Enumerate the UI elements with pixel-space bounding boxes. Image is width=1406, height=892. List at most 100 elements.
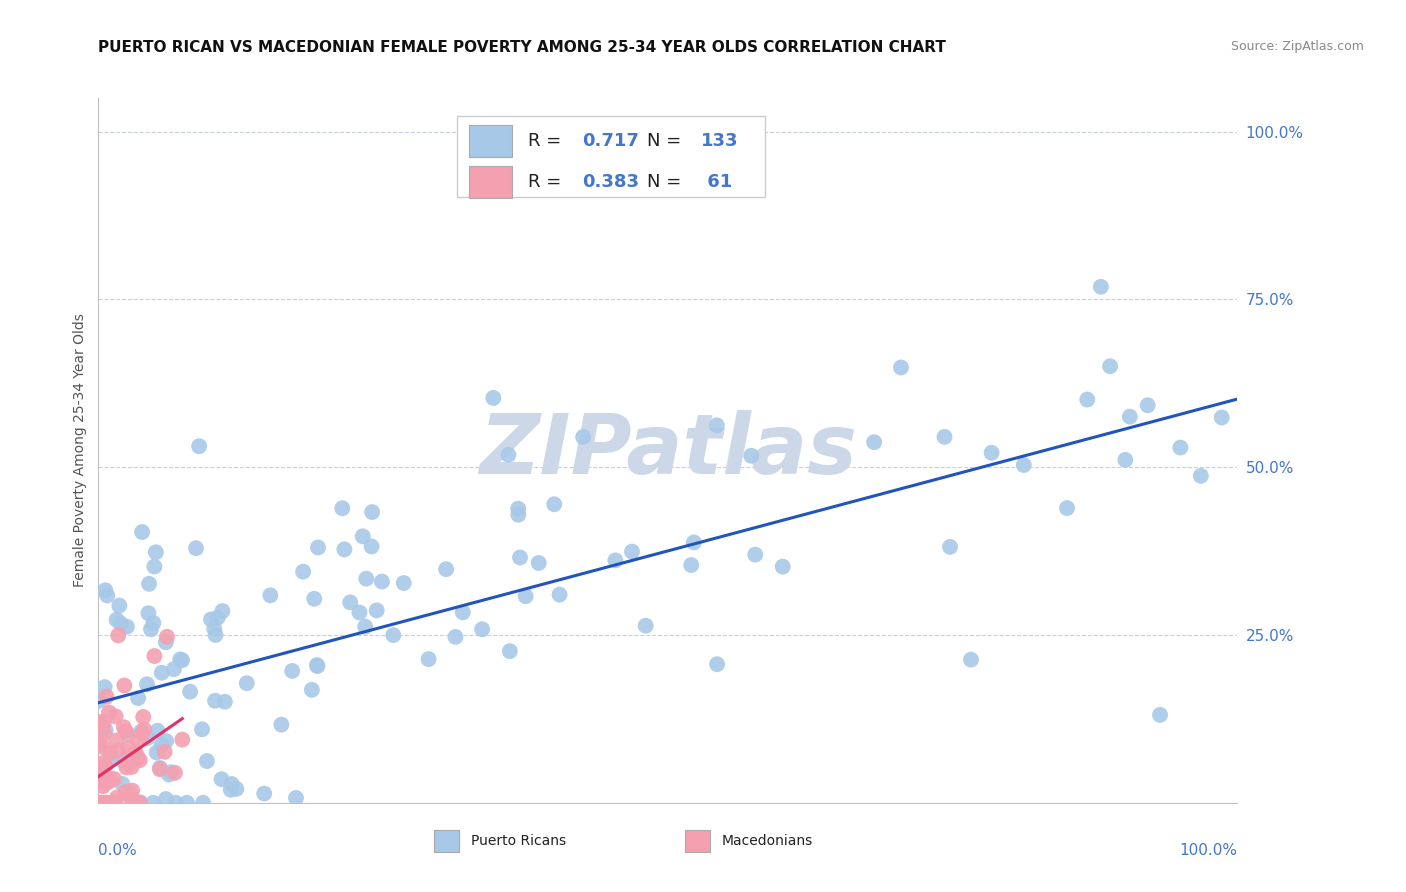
Point bbox=[97, 706, 120, 720]
Point bbox=[1119, 409, 1142, 424]
Point bbox=[890, 360, 912, 375]
Point bbox=[142, 796, 165, 810]
Point bbox=[236, 676, 259, 690]
Point bbox=[305, 658, 328, 673]
Point bbox=[93, 715, 115, 730]
Point bbox=[125, 746, 148, 760]
Point bbox=[93, 796, 115, 810]
Point bbox=[105, 733, 128, 747]
Point bbox=[112, 678, 135, 692]
Point bbox=[129, 796, 152, 810]
Point bbox=[444, 630, 467, 644]
Point bbox=[349, 606, 371, 620]
Point bbox=[184, 541, 207, 556]
Point bbox=[93, 727, 115, 741]
Point bbox=[127, 751, 149, 765]
Point bbox=[143, 648, 166, 663]
Point bbox=[107, 628, 129, 642]
Point bbox=[543, 497, 565, 511]
Point bbox=[157, 767, 180, 781]
Point bbox=[87, 796, 110, 810]
Point bbox=[499, 644, 522, 658]
Point bbox=[225, 781, 247, 796]
Point bbox=[90, 722, 112, 736]
Point bbox=[706, 657, 728, 672]
Point bbox=[980, 446, 1002, 460]
Point bbox=[156, 630, 179, 644]
Point bbox=[508, 508, 530, 522]
Point bbox=[515, 589, 537, 603]
Point bbox=[418, 652, 440, 666]
Text: 133: 133 bbox=[700, 132, 738, 150]
Point bbox=[128, 753, 150, 767]
Point bbox=[285, 791, 308, 805]
Point bbox=[136, 677, 159, 691]
Point bbox=[361, 505, 384, 519]
Point bbox=[114, 785, 136, 799]
Point bbox=[863, 435, 886, 450]
Point bbox=[121, 783, 143, 797]
Point bbox=[683, 535, 706, 549]
Point bbox=[138, 576, 160, 591]
Point bbox=[105, 613, 128, 627]
Point bbox=[91, 779, 114, 793]
Point bbox=[121, 791, 143, 805]
Point bbox=[90, 796, 112, 810]
Point bbox=[1012, 458, 1035, 472]
Point bbox=[103, 796, 125, 810]
Point bbox=[482, 391, 505, 405]
Point bbox=[115, 620, 138, 634]
Point bbox=[121, 760, 143, 774]
Point bbox=[1189, 468, 1212, 483]
Point bbox=[94, 776, 117, 790]
Point bbox=[139, 622, 162, 636]
Point bbox=[634, 618, 657, 632]
Point bbox=[165, 796, 187, 810]
Point bbox=[434, 562, 457, 576]
Point bbox=[87, 737, 110, 751]
Point bbox=[451, 605, 474, 619]
Point bbox=[1099, 359, 1122, 374]
Point bbox=[93, 756, 115, 770]
Point bbox=[356, 572, 378, 586]
Point bbox=[143, 559, 166, 574]
Point bbox=[330, 501, 353, 516]
Point bbox=[1056, 501, 1078, 516]
Point bbox=[94, 796, 117, 810]
Point bbox=[605, 553, 627, 567]
Point bbox=[149, 762, 172, 776]
Point bbox=[150, 738, 173, 752]
Point bbox=[118, 786, 141, 800]
Point bbox=[219, 782, 242, 797]
Point bbox=[90, 796, 112, 810]
FancyBboxPatch shape bbox=[434, 830, 460, 852]
Point bbox=[221, 777, 243, 791]
Point bbox=[304, 591, 326, 606]
Point bbox=[111, 754, 134, 768]
Point bbox=[94, 583, 117, 598]
Point bbox=[211, 772, 233, 787]
Point bbox=[155, 734, 177, 748]
Text: 0.383: 0.383 bbox=[582, 173, 640, 191]
Point bbox=[127, 732, 149, 747]
Point bbox=[195, 754, 218, 768]
Point bbox=[200, 612, 222, 626]
Point bbox=[127, 691, 149, 706]
Point bbox=[94, 723, 117, 738]
Point bbox=[96, 690, 118, 704]
Point bbox=[371, 574, 394, 589]
Point bbox=[89, 764, 111, 778]
Point bbox=[107, 743, 129, 757]
Point bbox=[188, 439, 211, 453]
Text: Puerto Ricans: Puerto Ricans bbox=[471, 834, 567, 848]
Point bbox=[527, 556, 550, 570]
Point bbox=[253, 787, 276, 801]
Point bbox=[740, 449, 762, 463]
Text: N =: N = bbox=[647, 132, 688, 150]
Point bbox=[939, 540, 962, 554]
Point bbox=[572, 430, 595, 444]
Point bbox=[100, 752, 122, 766]
Point bbox=[96, 796, 118, 810]
FancyBboxPatch shape bbox=[468, 166, 512, 198]
Point bbox=[1170, 441, 1192, 455]
